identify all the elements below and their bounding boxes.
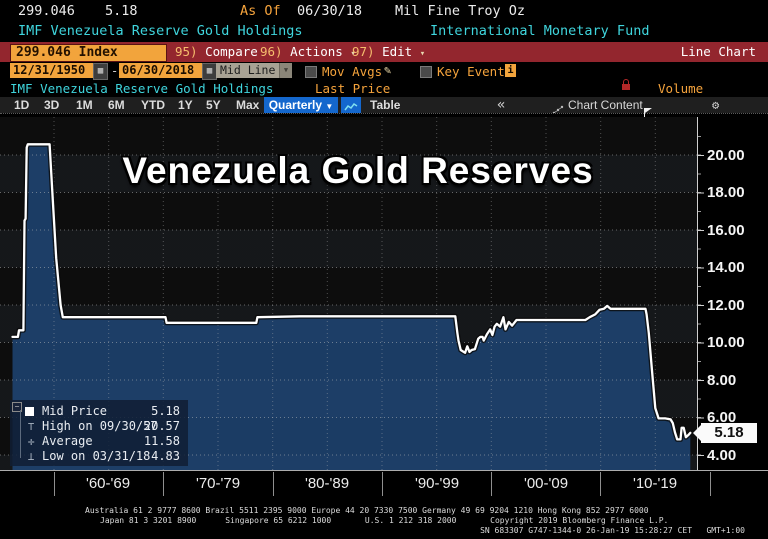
security-name: IMF Venezuela Reserve Gold Holdings: [18, 23, 303, 39]
compare-number: 95): [175, 44, 198, 59]
y-tick-label: 8.00: [707, 372, 737, 389]
series-swatch-icon: [25, 407, 34, 416]
gear-icon[interactable]: ⚙: [712, 98, 720, 112]
range-ruler[interactable]: [0, 113, 768, 118]
price-area-chart[interactable]: [0, 117, 697, 470]
collapse-chevrons-icon[interactable]: «: [497, 97, 506, 113]
table-button[interactable]: Table: [370, 98, 401, 112]
tab-ytd[interactable]: YTD: [141, 98, 165, 112]
x-axis-separator: [54, 472, 55, 496]
key-events-label: Key Events: [437, 64, 513, 79]
x-tick-label: '10-'19: [632, 475, 678, 492]
chart-content-icon: [552, 100, 564, 119]
frequency-select[interactable]: Quarterly ▼: [264, 97, 338, 113]
key-events-checkbox[interactable]: [420, 66, 432, 78]
mid-value: 5.18: [105, 3, 138, 19]
pencil-icon[interactable]: ✎: [384, 63, 392, 77]
chart-legend: − Mid Price 5.18 ⊤ High on 09/30/57 20.5…: [10, 400, 188, 466]
tab-1y[interactable]: 1Y: [178, 98, 193, 112]
actions-menu[interactable]: 96) Actions ▾: [260, 44, 356, 59]
y-tick-label: 20.00: [707, 147, 745, 164]
high-marker-icon: ⊤: [27, 420, 35, 433]
x-axis-separator: [600, 472, 601, 496]
actions-number: 96): [260, 44, 283, 59]
study-label: Last Price: [315, 81, 391, 96]
line-chart-icon[interactable]: [341, 97, 361, 113]
tab-3d[interactable]: 3D: [44, 98, 60, 112]
index-input[interactable]: 299.046 Index: [10, 43, 167, 62]
tab-max[interactable]: Max: [236, 98, 260, 112]
x-axis: '60-'69 '70-'79 '80-'89 '90-'99 '00-'09 …: [0, 470, 768, 499]
controls-row: 12/31/1950 ▦ - 06/30/2018 ▦ Mid Line ▼ Mo…: [0, 62, 768, 80]
mov-avgs-label: Mov Avgs: [322, 64, 383, 79]
calendar-icon[interactable]: ▦: [93, 63, 108, 80]
calendar-icon[interactable]: ▦: [202, 63, 217, 80]
volume-label: Volume: [658, 81, 704, 96]
date-to-input[interactable]: 06/30/2018: [119, 63, 203, 78]
x-axis-separator: [273, 472, 274, 496]
date-from-input[interactable]: 12/31/1950: [10, 63, 94, 78]
period-tab-bar: 1D 3D 1M 6M YTD 1Y 5Y Max Quarterly ▼ Ta…: [0, 97, 768, 115]
legend-row-low[interactable]: ⊥ Low on 03/31/18 4.83: [16, 449, 184, 464]
tab-1d[interactable]: 1D: [14, 98, 30, 112]
x-tick-label: '00-'09: [523, 475, 569, 492]
chart-canvas: [0, 117, 697, 470]
tab-5y[interactable]: 5Y: [206, 98, 221, 112]
compare-button[interactable]: 95) Compare: [175, 44, 258, 59]
footer-phone-numbers: Australia 61 2 9777 8600 Brazil 5511 239…: [85, 506, 649, 515]
low-marker-icon: ⊥: [27, 450, 35, 463]
y-tick-label: 12.00: [707, 297, 745, 314]
y-tick-label: 6.00: [707, 409, 737, 426]
legend-tree-line: [20, 410, 21, 458]
toolbar: 299.046 Index 95) Compare 96) Actions ▾ …: [0, 42, 768, 62]
as-of-label: As Of: [240, 3, 281, 19]
tab-6m[interactable]: 6M: [108, 98, 125, 112]
select-arrow-icon: ▼: [325, 102, 334, 111]
average-marker-icon: ✛: [27, 435, 35, 448]
legend-row-average[interactable]: ✛ Average 11.58: [16, 434, 184, 449]
ruler-flag-marker[interactable]: [644, 108, 652, 117]
legend-row-high[interactable]: ⊤ High on 09/30/57 20.57: [16, 419, 184, 434]
unit-label: Mil Fine Troy Oz: [395, 3, 526, 19]
x-tick-label: '80-'89: [304, 475, 350, 492]
x-axis-separator: [382, 472, 383, 496]
mov-avgs-checkbox[interactable]: [305, 66, 317, 78]
data-source: International Monetary Fund: [430, 23, 650, 39]
last-price-tag: 5.18: [693, 423, 757, 443]
lock-icon: [622, 79, 630, 90]
x-axis-separator: [491, 472, 492, 496]
x-tick-label: '70-'79: [195, 475, 241, 492]
y-axis-line: [697, 117, 698, 471]
dropdown-caret-icon: ▾: [419, 49, 426, 59]
date-range-dash: -: [111, 64, 119, 78]
y-tick-label: 4.00: [707, 447, 737, 464]
y-tick-label: 18.00: [707, 184, 745, 201]
chart-title: Venezuela Gold Reserves: [122, 150, 594, 191]
tab-1m[interactable]: 1M: [76, 98, 93, 112]
dropdown-caret-icon: ▾: [350, 49, 356, 59]
x-axis-separator: [710, 472, 711, 496]
y-axis-major-ticks: [698, 155, 704, 456]
x-tick-label: '90-'99: [414, 475, 460, 492]
legend-collapse-icon[interactable]: −: [12, 402, 22, 412]
x-axis-separator: [163, 472, 164, 496]
edit-number: 97): [352, 44, 375, 59]
last-value: 299.046: [18, 3, 75, 19]
line-type-select[interactable]: Mid Line ▼: [216, 63, 292, 78]
as-of-date: 06/30/18: [297, 3, 363, 19]
footer-serial: SN 683307 G747-1344-0 26-Jan-19 15:28:27…: [480, 526, 745, 535]
footer-copyright: Japan 81 3 3201 8900 Singapore 65 6212 1…: [100, 516, 669, 525]
info-badge[interactable]: i: [505, 64, 516, 77]
legend-row-mid[interactable]: Mid Price 5.18: [16, 404, 184, 419]
x-tick-label: '60-'69: [85, 475, 131, 492]
select-arrow-icon: ▼: [279, 63, 292, 78]
chart-content-button[interactable]: Chart Content: [568, 98, 643, 112]
chart-type-label: Line Chart: [680, 44, 756, 59]
y-tick-label: 14.00: [707, 259, 745, 276]
y-tick-label: 10.00: [707, 334, 745, 351]
chart-security-label: IMF Venezuela Reserve Gold Holdings: [10, 81, 274, 96]
y-tick-label: 16.00: [707, 222, 745, 239]
edit-menu[interactable]: 97) Edit ▾: [352, 44, 426, 59]
